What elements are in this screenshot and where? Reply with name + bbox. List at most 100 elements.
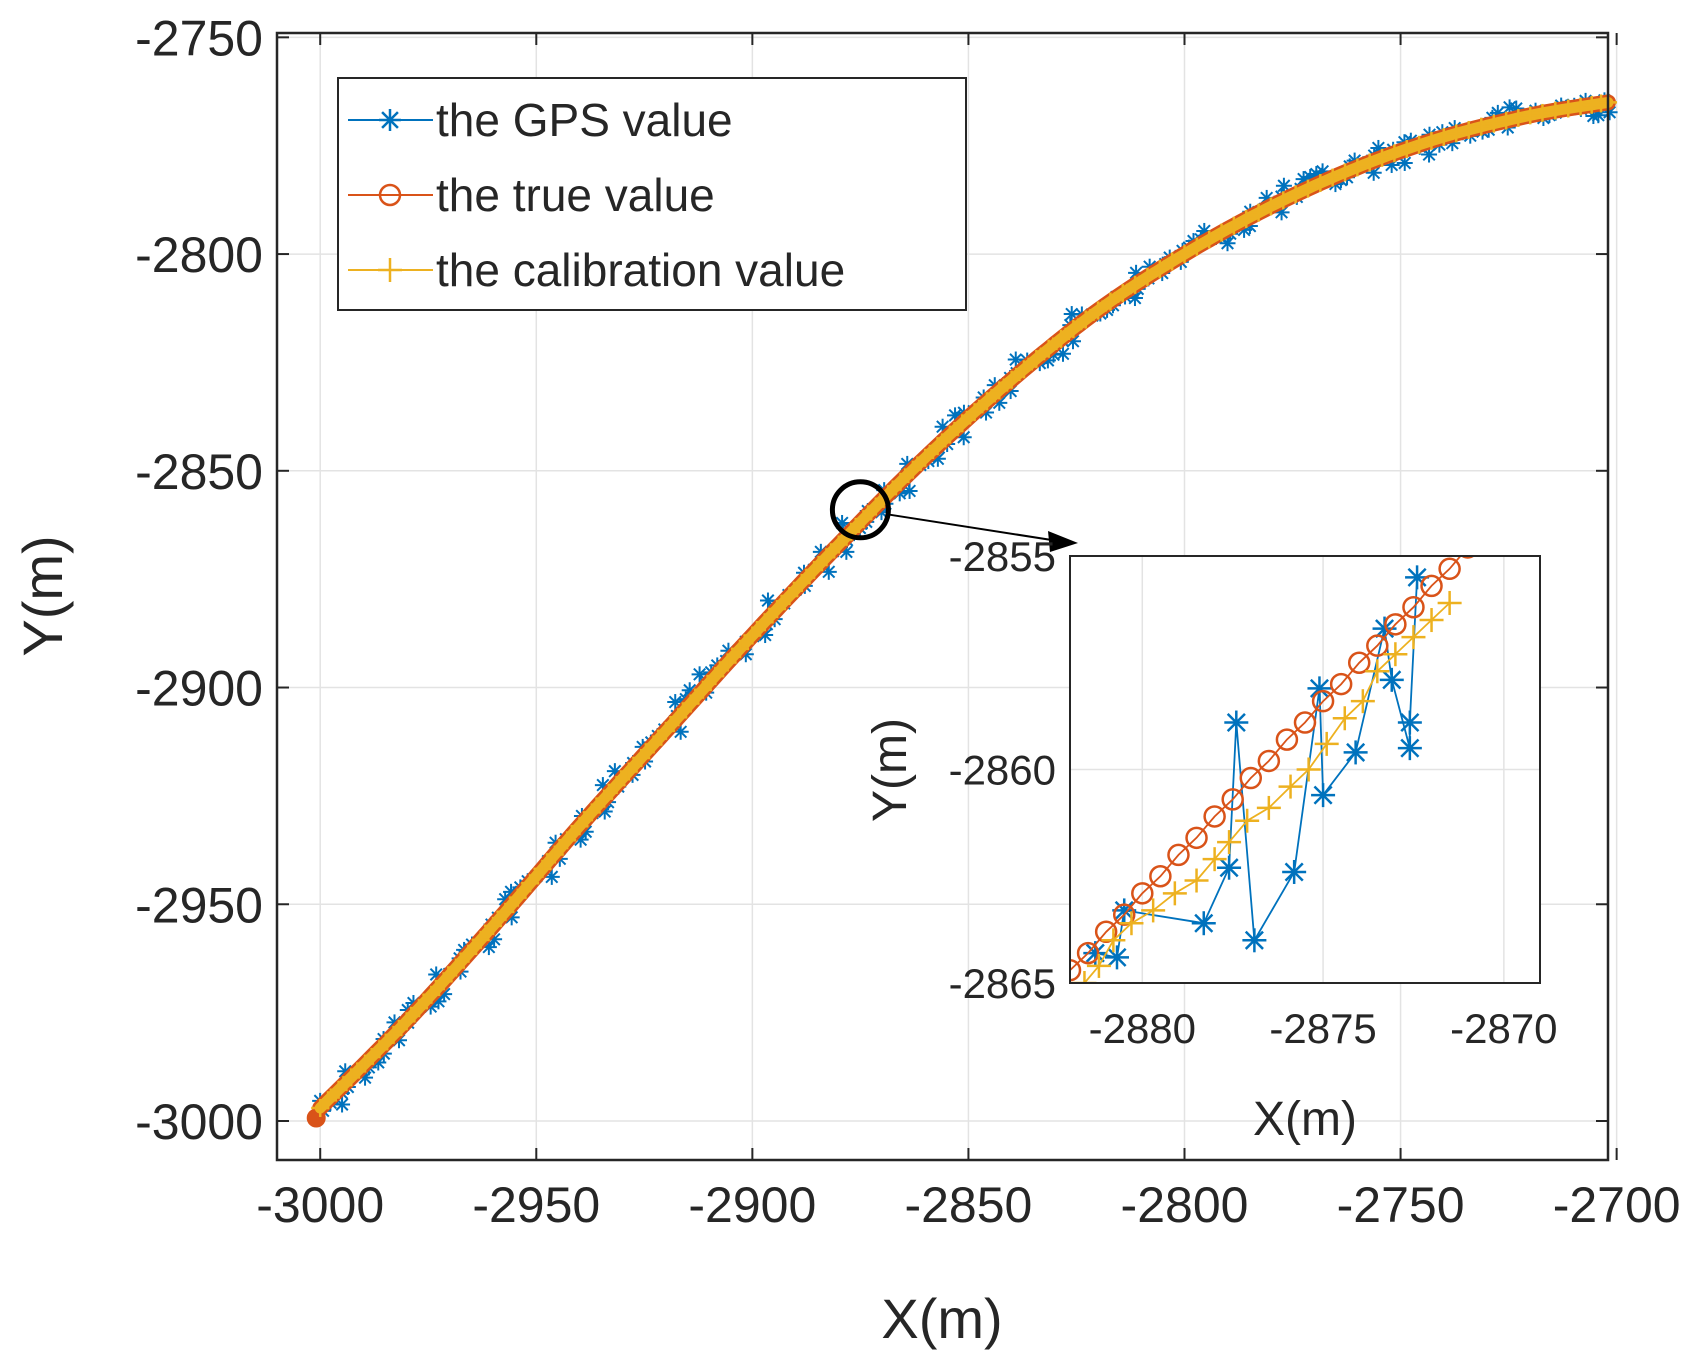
inset-true-point xyxy=(1420,574,1443,598)
main-calibration-point xyxy=(792,573,811,592)
main-calibration-point xyxy=(1360,153,1379,172)
main-calibration-point xyxy=(718,653,737,672)
inset-calibration-point xyxy=(1217,830,1242,855)
main-gps-point xyxy=(901,482,918,499)
inset-calibration-point xyxy=(1437,590,1462,615)
main-calibration-point xyxy=(1261,197,1280,216)
inset-true-point xyxy=(1275,728,1299,751)
main-calibration-point xyxy=(693,680,712,699)
inset-series xyxy=(1070,556,1476,983)
main-calibration-point xyxy=(1212,223,1231,242)
legend-entry-gps[interactable]: the GPS value xyxy=(348,94,733,146)
inset-calibration-point xyxy=(1419,608,1444,633)
main-calibration-point xyxy=(681,694,700,713)
inset-true-point xyxy=(1438,557,1461,581)
main-calibration-point xyxy=(1286,185,1305,204)
inset-gps-point xyxy=(1311,783,1336,808)
main-calibration-point xyxy=(1410,135,1429,154)
main-calibration-point xyxy=(1027,349,1046,368)
inset-calibration-point xyxy=(1314,731,1339,756)
main-calibration-point xyxy=(1422,131,1441,150)
inset-gps-point xyxy=(1242,928,1267,953)
main-calibration-point xyxy=(521,874,540,893)
inset-true-point xyxy=(1131,882,1154,905)
main-calibration-point xyxy=(356,1054,375,1073)
main-calibration-point xyxy=(1175,245,1194,264)
main-calibration-point xyxy=(977,392,996,411)
inset-y-tick-label: -2865 xyxy=(949,960,1056,1007)
main-calibration-point xyxy=(607,776,626,795)
inset-x-axis-title: X(m) xyxy=(1253,1093,1357,1146)
inset-plot-frame xyxy=(1069,555,1541,984)
main-y-tick-label: -2900 xyxy=(135,661,263,717)
main-x-tick-label: -2750 xyxy=(1337,1177,1465,1233)
inset-series-gps xyxy=(1083,565,1430,970)
main-calibration-point xyxy=(342,1068,361,1087)
main-calibration-point xyxy=(1089,301,1108,320)
main-calibration-point xyxy=(1348,158,1367,177)
main-y-tick-label: -3000 xyxy=(135,1094,263,1150)
inset-calibration-point xyxy=(1296,757,1321,782)
main-calibration-point xyxy=(1274,191,1293,210)
main-calibration-point xyxy=(854,510,873,529)
main-calibration-point xyxy=(780,586,799,605)
main-calibration-line xyxy=(314,96,1614,1114)
inset-calibration-point xyxy=(1072,971,1097,983)
main-calibration-point xyxy=(447,958,466,977)
main-calibration-point xyxy=(990,381,1009,400)
main-calibration-point xyxy=(1200,230,1219,249)
inset-true-point xyxy=(1070,958,1082,982)
inset-x-tick-label: -2875 xyxy=(1269,1005,1376,1052)
main-calibration-point xyxy=(1311,174,1330,193)
inset-gps-point xyxy=(1105,945,1129,970)
inset-x-tick-label: -2870 xyxy=(1450,1005,1557,1052)
main-plot-frame xyxy=(275,31,1610,1162)
inset-true-point xyxy=(1167,843,1190,867)
main-calibration-point xyxy=(397,1012,416,1031)
main-calibration-point xyxy=(1509,108,1528,127)
legend-entry-true[interactable]: the true value xyxy=(348,169,715,221)
inset-series-calibration xyxy=(1072,590,1462,983)
main-calibration-point xyxy=(1559,99,1578,118)
main-y-tick-label: -2750 xyxy=(135,10,263,66)
main-gps-point xyxy=(543,868,560,885)
main-x-tick-label: -2800 xyxy=(1121,1177,1249,1233)
main-calibration-point xyxy=(1582,95,1601,114)
main-calibration-point xyxy=(496,902,515,921)
legend[interactable]: the GPS value the true value the calibra… xyxy=(337,77,967,311)
inset-true-point xyxy=(1311,689,1335,713)
legend-marker-gps-icon xyxy=(379,109,401,131)
main-calibration-point xyxy=(311,1098,330,1117)
inset-calibration-point xyxy=(1184,868,1209,893)
inset-true-line xyxy=(1070,556,1462,971)
main-calibration-point xyxy=(1546,101,1565,120)
inset-true-point xyxy=(1094,920,1118,944)
legend-true-marker xyxy=(378,183,402,207)
legend-entry-calibration[interactable]: the calibration value xyxy=(348,244,845,296)
legend-label-calibration: the calibration value xyxy=(436,244,845,296)
main-calibration-point xyxy=(965,403,984,422)
main-calibration-point xyxy=(508,888,527,907)
inset-calibration-point xyxy=(1162,881,1187,906)
inset-calibration-point xyxy=(1101,928,1126,953)
main-calibration-point xyxy=(1497,111,1516,130)
main-calibration-point xyxy=(1521,106,1540,125)
main-calibration-point xyxy=(891,472,910,491)
main-calibration-point xyxy=(1101,292,1120,311)
main-calibration-point xyxy=(595,789,614,808)
main-calibration-point xyxy=(1397,139,1416,158)
main-x-tick-label: -2700 xyxy=(1553,1177,1681,1233)
inset-series-clip xyxy=(1070,556,1476,983)
inset-gps-point xyxy=(1343,740,1368,765)
main-calibration-point xyxy=(1076,310,1095,329)
main-calibration-point xyxy=(533,859,552,878)
main-calibration-point xyxy=(1150,260,1169,279)
main-calibration-point xyxy=(1323,168,1342,187)
main-calibration-point xyxy=(1224,216,1243,235)
main-calibration-point xyxy=(1002,370,1021,389)
inset-true-point xyxy=(1384,613,1407,636)
main-calibration-point xyxy=(743,626,762,645)
inset-calibration-point xyxy=(1401,625,1426,650)
inset-gps-point xyxy=(1397,710,1422,735)
